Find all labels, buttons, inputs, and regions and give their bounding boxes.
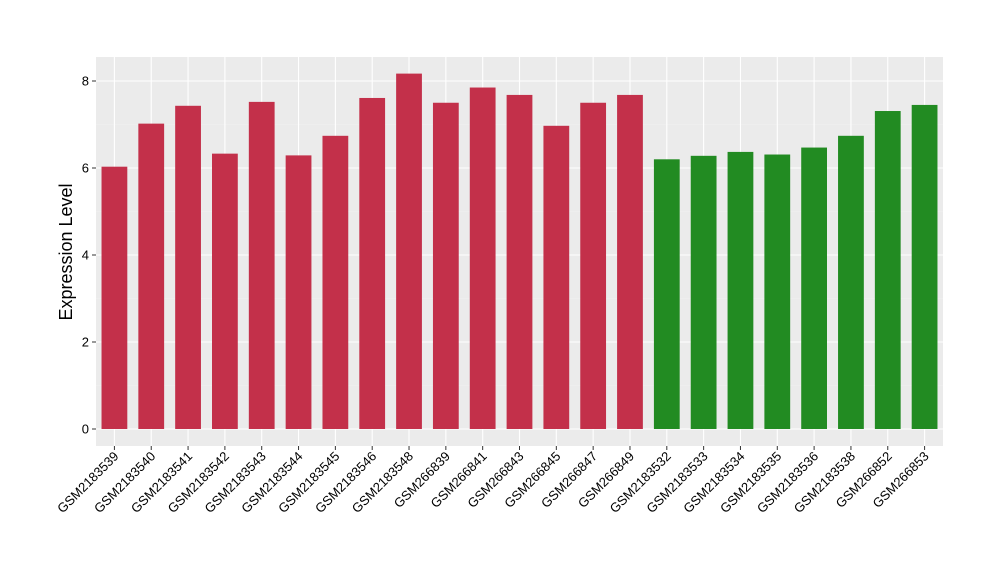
x-axis: GSM2183539GSM2183540GSM2183541GSM2183542… [54,446,932,516]
y-tick-label: 2 [82,335,89,350]
bar [727,151,754,429]
y-tick-label: 6 [82,161,89,176]
y-axis-title: Expression Level [56,183,76,320]
bars [101,73,938,430]
bar [138,123,165,429]
bar [212,153,238,429]
bar [506,94,533,430]
bar [838,135,864,429]
bar [396,73,422,429]
bar [580,102,607,429]
bar [801,147,827,429]
bar [432,102,459,429]
bar [543,125,570,430]
bar [248,101,275,429]
bar [653,159,680,430]
bar [911,104,938,430]
bar [175,105,201,430]
bar [322,135,349,429]
y-tick-label: 0 [82,422,89,437]
bar [359,97,386,429]
bar [285,155,312,429]
bar [764,154,791,429]
y-axis: 0 2 4 6 8 [82,74,96,437]
y-tick-label: 8 [82,74,89,89]
bar [617,94,643,430]
y-tick-label: 4 [82,248,89,263]
bar [469,87,496,430]
bar [690,155,717,429]
bar [101,166,128,429]
bar [874,111,901,429]
